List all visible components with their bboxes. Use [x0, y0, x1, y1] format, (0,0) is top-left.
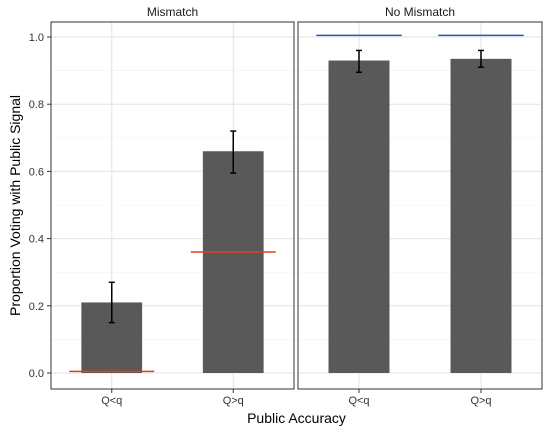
- bar: [202, 151, 264, 373]
- facet-strip-label: Mismatch: [147, 5, 198, 19]
- facet-strip: [298, 2, 542, 22]
- bar: [450, 58, 512, 374]
- bar: [328, 60, 390, 374]
- y-tick-label: 0.6: [29, 166, 44, 178]
- y-tick-label: 0.2: [29, 301, 44, 313]
- y-tick-label: 0.4: [29, 234, 44, 246]
- x-tick-label: Q>q: [470, 395, 491, 407]
- facets-layer: Mismatch Q<q Q>q No Mismatch Q<q Q>q 0.0 0.2 0.4…: [29, 2, 543, 407]
- x-axis-title: Public Accuracy: [247, 410, 346, 426]
- y-axis-title: Proportion Voting with Public Signal: [7, 95, 23, 316]
- facet-strip-label: No Mismatch: [385, 5, 455, 19]
- x-tick-label: Q<q: [101, 395, 122, 407]
- facet-strip: [51, 2, 294, 22]
- x-tick-label: Q>q: [223, 395, 244, 407]
- y-tick-label: 0.8: [29, 99, 44, 111]
- y-tick-label: 1.0: [29, 32, 44, 44]
- x-tick-label: Q<q: [348, 395, 369, 407]
- panel-border: [50, 21, 295, 390]
- y-tick-label: 0.0: [29, 368, 44, 380]
- panel-border: [297, 21, 543, 390]
